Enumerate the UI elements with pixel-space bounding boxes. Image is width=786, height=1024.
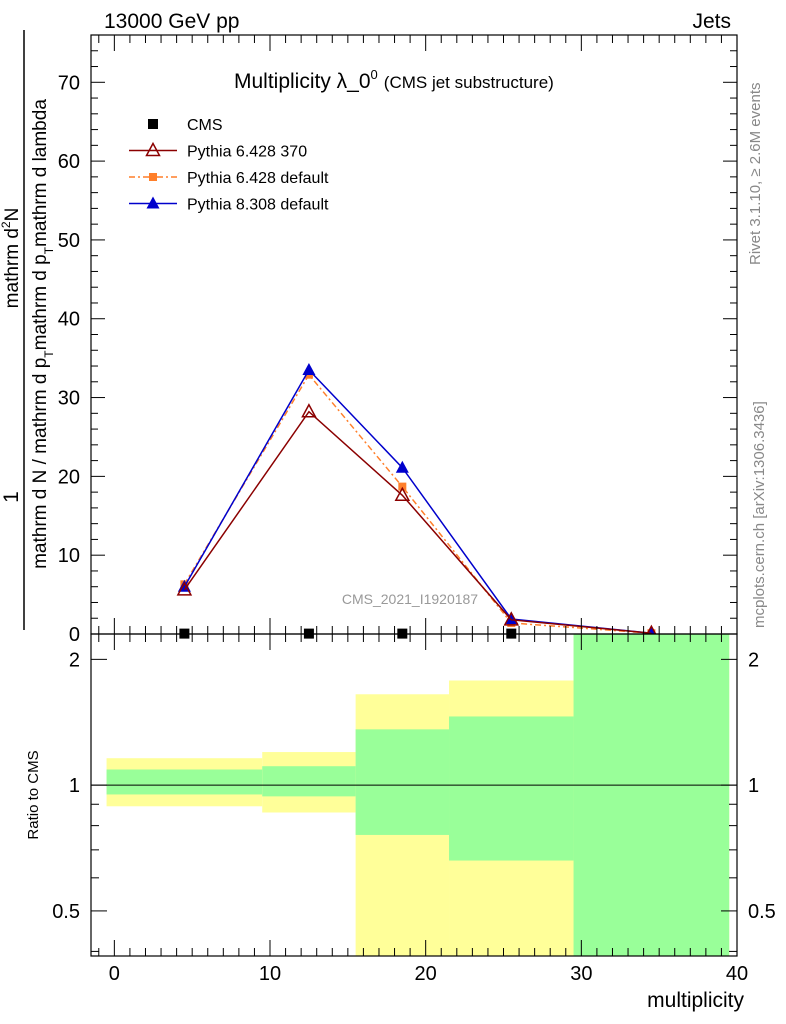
legend-marker-pythia-6-428-370 bbox=[145, 141, 161, 157]
ratio-ytick-label-l-2: 2 bbox=[69, 649, 80, 671]
legend-label-pythia-8-308-default: Pythia 8.308 default bbox=[187, 197, 329, 214]
ratio-xtick-label-40: 40 bbox=[726, 963, 748, 985]
ylabel-den-a: mathrm d N / mathrm d p bbox=[30, 358, 51, 569]
mcplots-label: mcplots.cern.ch [arXiv:1306.3436] bbox=[751, 401, 768, 628]
legend: CMS Pythia 6.428 370 Pythia 6.428 default P… bbox=[129, 117, 329, 214]
axes: 10 20 30 40 50 60 70 0 0 10 20 30 40 0.5 0.5 1 1 2 2 bbox=[52, 34, 776, 985]
ylabel-denominator: mathrm d N / mathrm d pTmathrm d pTmathr… bbox=[30, 99, 56, 569]
ratio-ytick-label-r-2: 2 bbox=[748, 649, 759, 671]
legend-label-pythia-6-428-370: Pythia 6.428 370 bbox=[187, 144, 307, 161]
series-line-pythia-6-428-370 bbox=[183, 410, 652, 634]
ylabel-num-sup: 2 bbox=[0, 221, 13, 228]
ylabel-den-b: mathrm d p bbox=[30, 254, 51, 350]
main-ytick-label-10: 10 bbox=[58, 545, 80, 567]
main-ytick-label-0: 0 bbox=[69, 624, 80, 646]
main-ytick-label-20: 20 bbox=[58, 466, 80, 488]
watermark: CMS_2021_I1920187 bbox=[342, 591, 478, 607]
legend-marker-cms bbox=[148, 119, 158, 129]
ratio-ytick-label-l-1: 1 bbox=[69, 775, 80, 797]
legend-label-pythia-6-428-default: Pythia 6.428 default bbox=[187, 170, 329, 187]
chart-title-sub: (CMS jet substructure) bbox=[384, 73, 554, 92]
ratio-ylabel: Ratio to CMS bbox=[25, 750, 42, 839]
chart-title-main: Multiplicity λ_0 bbox=[234, 70, 371, 93]
legend-marker-pythia-6-428-default bbox=[149, 173, 157, 181]
rivet-label: Rivet 3.1.10, ≥ 2.6M events bbox=[747, 83, 764, 266]
main-ytick-label-70: 70 bbox=[58, 72, 80, 94]
header-right: Jets bbox=[692, 10, 731, 33]
ylabel-den-sub2: T bbox=[42, 246, 56, 254]
main-ytick-label-60: 60 bbox=[58, 151, 80, 173]
main-ytick-label-40: 40 bbox=[58, 309, 80, 331]
ratio-band-inner-3 bbox=[449, 716, 574, 861]
point-pythia-6-428-370-0 bbox=[176, 581, 193, 596]
ylabel-den-sub: T bbox=[42, 350, 56, 358]
main-ylabel: 1 mathrm d2N mathrm d N / mathrm d pTmat… bbox=[0, 30, 56, 630]
point-pythia-8-308-default-1 bbox=[302, 362, 316, 375]
ratio-ytick-label-l-0.5: 0.5 bbox=[52, 901, 80, 923]
ylabel-numerator: mathrm d2N bbox=[0, 208, 23, 309]
ratio-xtick-label-0: 0 bbox=[109, 963, 120, 985]
ratio-band-inner-2 bbox=[355, 729, 450, 835]
point-pythia-8-308-default-3 bbox=[504, 612, 518, 625]
ylabel-num-a: mathrm d bbox=[2, 228, 23, 308]
point-pythia-8-308-default-2 bbox=[395, 460, 409, 473]
ratio-bands bbox=[106, 634, 730, 956]
header-left: 13000 GeV pp bbox=[104, 10, 239, 33]
main-ytick-label-50: 50 bbox=[58, 230, 80, 252]
ratio-xtick-label-20: 20 bbox=[415, 963, 437, 985]
ratio-band-inner-0 bbox=[106, 769, 263, 795]
ratio-ytick-label-r-0.5: 0.5 bbox=[748, 901, 776, 923]
ratio-xtick-label-30: 30 bbox=[570, 963, 592, 985]
ylabel-den-c: mathrm d lambda bbox=[30, 99, 51, 247]
ratio-xtick-label-10: 10 bbox=[259, 963, 281, 985]
main-ytick-label-30: 30 bbox=[58, 388, 80, 410]
ratio-ytick-label-r-1: 1 bbox=[748, 775, 759, 797]
chart-title: Multiplicity λ_00 (CMS jet substructure) bbox=[234, 67, 554, 93]
ylabel-one: 1 bbox=[0, 491, 23, 503]
chart-title-sup: 0 bbox=[371, 67, 378, 82]
ratio-band-inner-1 bbox=[262, 766, 356, 797]
point-pythia-6-428-default-2 bbox=[398, 482, 407, 491]
ratio-frame bbox=[90, 633, 738, 957]
point-pythia-6-428-370-2 bbox=[394, 486, 411, 502]
legend-label-cms: CMS bbox=[187, 117, 223, 134]
legend-marker-pythia-8-308-default bbox=[146, 196, 160, 209]
ylabel-num-b: N bbox=[2, 208, 23, 222]
point-pythia-6-428-370-3 bbox=[503, 611, 520, 626]
point-pythia-6-428-370-1 bbox=[301, 403, 317, 418]
ratio-band-inner-4 bbox=[573, 634, 730, 956]
x-axis-label: multiplicity bbox=[647, 989, 744, 1012]
